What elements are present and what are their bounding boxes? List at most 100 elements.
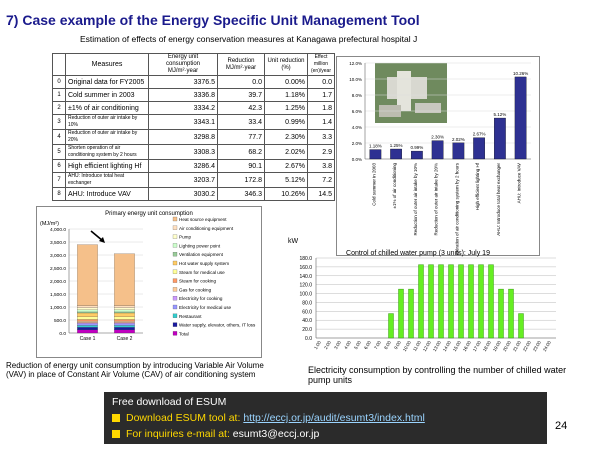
- table-cell: 10.26%: [264, 187, 308, 201]
- table-cell: 2.02%: [264, 144, 308, 160]
- legend-label: Electricity for cooking: [179, 296, 223, 301]
- table-cell: 3308.3: [148, 144, 218, 160]
- bar: [498, 288, 504, 339]
- bar: [428, 264, 434, 339]
- legend-label: Total: [179, 331, 189, 336]
- measure-name-cell: Reduction of outer air intake by 20%: [65, 129, 149, 145]
- stacked-segment: [114, 325, 135, 328]
- data-label: 0.99%: [410, 145, 423, 150]
- table-cell: 68.2: [217, 144, 265, 160]
- measure-name-cell: Shorten operation of air conditioning sy…: [65, 144, 149, 160]
- footer-inquiry-row: For inquiries e-mail at: esumt3@eccj.or.…: [112, 428, 319, 440]
- table-header-cell: Effect million (en)/year: [307, 53, 335, 76]
- legend-label: Heat source equipment: [179, 217, 227, 222]
- data-label: 1.25%: [390, 143, 403, 148]
- data-label: 2.67%: [473, 132, 486, 137]
- measure-name-cell: Original data for FY2005: [65, 75, 149, 89]
- arrow-head-icon: [99, 237, 105, 243]
- table-cell: 0.0: [307, 75, 335, 89]
- table-row: 7 AHU: Introduce total heat exchanger 3203…: [52, 172, 335, 188]
- y-tick-label: 180.0: [299, 256, 312, 262]
- legend-swatch: [172, 269, 178, 274]
- bar: [514, 76, 527, 160]
- legend-label: Lighting power point: [179, 243, 221, 248]
- table-cell: 33.4: [217, 114, 265, 130]
- legend-label: Steam for cooking: [179, 279, 216, 284]
- table-cell: 172.8: [217, 172, 265, 188]
- table-cell: 3203.7: [148, 172, 218, 188]
- table-cell: 2.30%: [264, 129, 308, 145]
- download-link[interactable]: http://eccj.or.jp/audit/esumt3/index.htm…: [243, 412, 425, 424]
- y-tick-label: 0.0: [59, 331, 66, 337]
- stacked-segment: [77, 305, 98, 308]
- table-cell: 1.8: [307, 101, 335, 115]
- bar: [518, 313, 524, 339]
- x-tick-label: 16:00: [462, 340, 472, 353]
- x-tick-label: 4:00: [343, 340, 352, 351]
- table-cell: 3: [52, 114, 66, 130]
- measure-name-cell: AHU: Introduce VAV: [65, 187, 149, 201]
- table-row: 1 Cold summer in 2003 3336.8 39.7 1.18% 1.7: [52, 88, 335, 102]
- bar: [448, 264, 454, 339]
- table-cell: 6: [52, 159, 66, 173]
- legend-label: Steam for medical use: [179, 270, 225, 275]
- y-tick-label: 3,000.0: [50, 253, 66, 259]
- table-row: 2 ±1% of air conditioning 3334.2 42.3 1.25% 1…: [52, 101, 335, 115]
- y-tick-label: 100.0: [299, 292, 312, 298]
- x-tick-label: Case 2: [117, 336, 133, 342]
- inquiry-email[interactable]: esumt3@eccj.or.jp: [232, 428, 320, 440]
- stacked-segment: [77, 323, 98, 326]
- yellow-bullet-icon: [112, 430, 120, 439]
- stacked-segment: [114, 253, 135, 306]
- table-cell: 3343.1: [148, 114, 218, 130]
- stacked-segment: [77, 319, 98, 322]
- y-tick-label: 4,000.0: [50, 227, 66, 233]
- stacked-segment: [77, 311, 98, 314]
- x-tick-label: AHU: Introduce total heat exchanger: [496, 163, 501, 236]
- table-cell: 39.7: [217, 88, 265, 102]
- bar: [369, 149, 382, 160]
- stacked-segment: [77, 327, 98, 330]
- y-tick-label: 1,500.0: [50, 292, 66, 298]
- x-tick-label: 21:00: [512, 340, 522, 353]
- table-row: 8 AHU: Introduce VAV 3030.2 346.3 10.26% 14.5: [52, 187, 335, 201]
- bar: [458, 264, 464, 339]
- y-tick-label: 10.0%: [349, 77, 362, 82]
- x-tick-label: Reduction of outer air intake by 10%: [413, 163, 418, 236]
- stacked-segment: [77, 322, 98, 324]
- y-tick-label: 6.0%: [352, 109, 362, 114]
- x-tick-label: 23:00: [532, 340, 542, 353]
- table-cell: 8: [52, 187, 66, 201]
- table-cell: 3030.2: [148, 187, 218, 201]
- x-tick-label: Reduction of outer air intake by 20%: [434, 163, 439, 236]
- x-tick-label: 19:00: [492, 340, 502, 353]
- slide-title: 7) Case example of the Energy Specific U…: [6, 12, 420, 28]
- bar: [468, 264, 474, 339]
- table-cell: 0.99%: [264, 114, 308, 130]
- x-tick-label: Case 1: [80, 336, 96, 342]
- bar: [390, 148, 402, 160]
- data-label: 10.26%: [513, 71, 528, 76]
- download-footer: Free download of ESUM Download ESUM tool…: [104, 392, 547, 444]
- table-cell: 346.3: [217, 187, 265, 201]
- table-cell: 5.12%: [264, 172, 308, 188]
- legend-swatch: [172, 234, 178, 239]
- table-header-cell: Reduction MJ/m²·year: [217, 53, 265, 76]
- legend-label: Air conditioning equipment: [179, 226, 234, 231]
- y-tick-label: 4.0%: [352, 125, 362, 130]
- x-tick-label: 9:00: [393, 340, 402, 351]
- x-tick-label: 22:00: [522, 340, 532, 353]
- x-tick-label: 2:00: [323, 340, 332, 351]
- stacked-segment: [77, 320, 98, 323]
- x-tick-label: 15:00: [452, 340, 462, 353]
- x-tick-label: AHU: Introduce VAV: [517, 163, 522, 203]
- x-tick-label: 18:00: [482, 340, 492, 353]
- bar: [398, 288, 404, 339]
- x-tick-label: Cold summer in 2003: [371, 163, 376, 206]
- bar: [452, 142, 465, 160]
- table-cell: 2.67%: [264, 159, 308, 173]
- stacked-segment: [114, 327, 135, 330]
- inquiry-label: For inquiries e-mail at:: [126, 428, 233, 440]
- stacked-segment: [114, 322, 135, 324]
- slide-subtitle: Estimation of effects of energy conserva…: [80, 34, 418, 44]
